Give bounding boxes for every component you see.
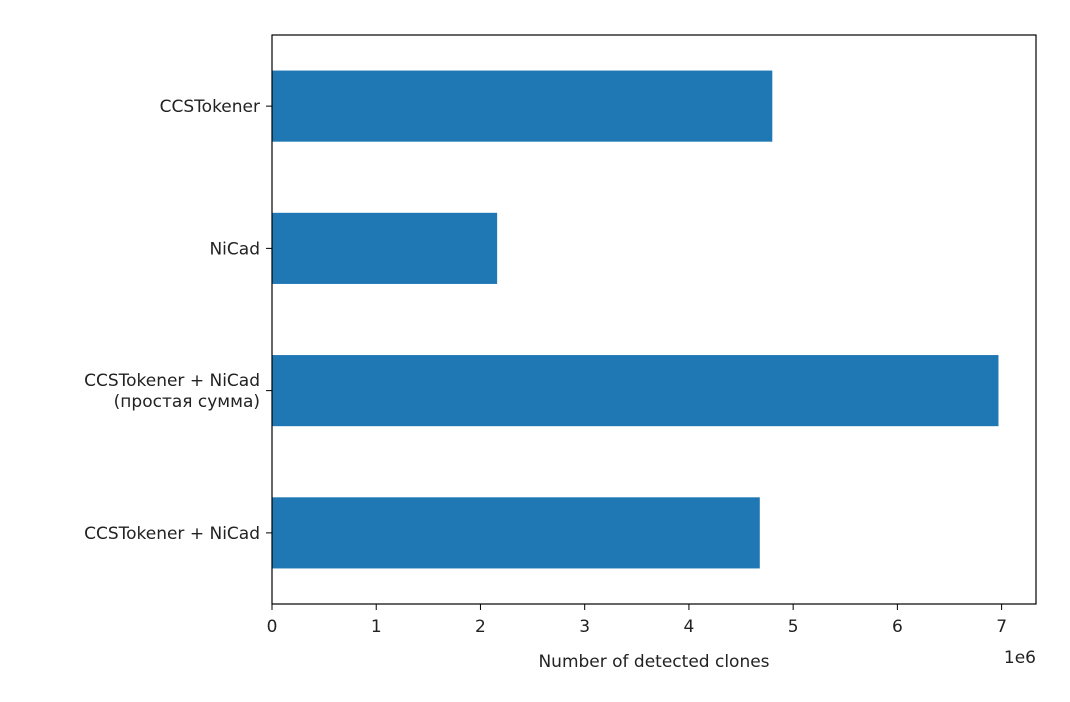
x-tick-label: 2: [475, 617, 486, 637]
x-tick-label: 1: [371, 617, 382, 637]
bar-4: [272, 497, 760, 569]
x-axis-label: Number of detected clones: [538, 652, 769, 672]
x-tick-label: 0: [267, 617, 278, 637]
bar-3: [272, 355, 999, 427]
bars: [272, 70, 999, 569]
y-tick-label: NiCad: [209, 239, 260, 259]
y-tick-label: (простая сумма): [114, 392, 260, 412]
x-tick-label: 5: [788, 617, 799, 637]
x-axis: 0 1 2 3 4 5 6 7: [267, 604, 1007, 637]
x-tick-label: 4: [684, 617, 695, 637]
x-offset-text: 1e6: [1004, 648, 1036, 668]
y-tick-label: CCSTokener + NiCad: [84, 371, 260, 391]
bar-2: [272, 212, 498, 284]
bar-1: [272, 70, 773, 142]
y-tick-label: CCSTokener: [160, 97, 260, 117]
x-tick-label: 3: [579, 617, 590, 637]
y-tick-label: CCSTokener + NiCad: [84, 524, 260, 544]
x-tick-label: 7: [996, 617, 1007, 637]
x-tick-label: 6: [892, 617, 903, 637]
plot-frame: [271, 34, 1037, 605]
